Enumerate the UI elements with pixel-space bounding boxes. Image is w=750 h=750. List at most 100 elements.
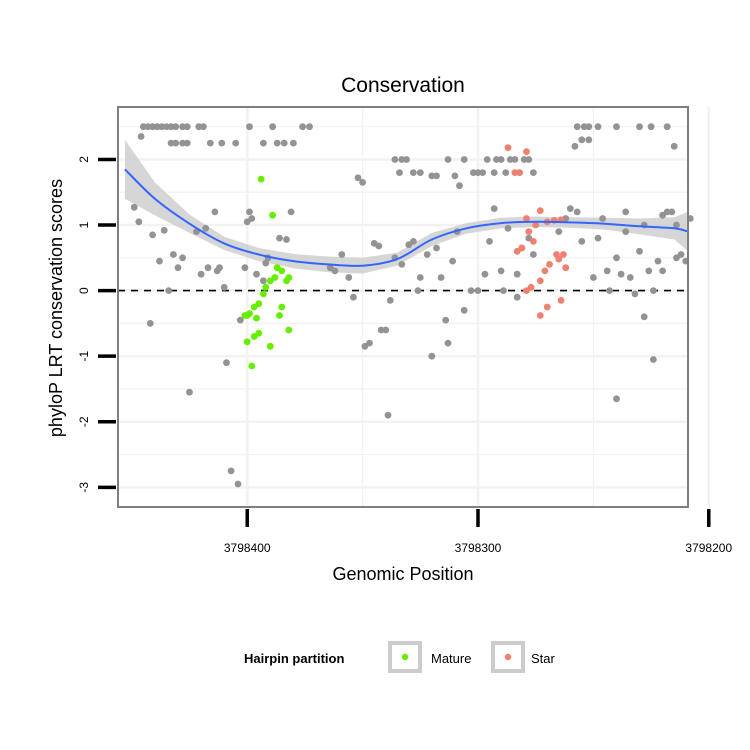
point-mature <box>285 326 293 334</box>
point-mature <box>266 277 274 285</box>
y-tick-label: 1 <box>77 221 91 228</box>
point-other <box>573 123 581 131</box>
point-other <box>647 123 655 131</box>
point-star <box>555 255 563 263</box>
point-other <box>391 156 399 163</box>
point-other <box>375 242 383 250</box>
point-other <box>410 238 417 245</box>
point-other <box>183 123 191 131</box>
point-other <box>146 320 154 327</box>
point-other <box>451 172 459 180</box>
point-other <box>437 274 445 281</box>
point-other <box>659 267 666 275</box>
point-other <box>200 123 207 131</box>
y-axis-title: phyloP LRT conservation scores <box>46 179 66 437</box>
point-mature <box>266 342 274 350</box>
point-star <box>562 264 570 272</box>
point-other <box>585 123 593 131</box>
point-other <box>158 123 166 131</box>
point-star <box>523 148 530 156</box>
data-points <box>130 123 694 488</box>
point-other <box>386 297 394 304</box>
point-other <box>467 287 475 294</box>
point-other <box>663 123 671 131</box>
point-other <box>398 261 406 268</box>
point-star <box>536 277 544 285</box>
point-other <box>398 156 406 163</box>
point-other <box>636 247 643 255</box>
point-star <box>504 144 512 152</box>
point-other <box>354 174 362 182</box>
point-other <box>613 123 620 131</box>
point-other <box>179 254 187 262</box>
point-other <box>444 339 452 347</box>
point-mature <box>250 333 258 340</box>
point-star <box>543 303 551 311</box>
smooth-line-layer <box>124 168 689 267</box>
point-other <box>137 133 145 140</box>
legend: Hairpin partition Mature Star <box>244 641 556 673</box>
point-star <box>523 215 530 222</box>
point-other <box>223 359 230 367</box>
point-other <box>555 228 563 236</box>
point-other <box>603 267 611 275</box>
point-other <box>416 169 424 177</box>
point-other <box>290 139 297 147</box>
point-other <box>220 283 228 291</box>
point-other <box>626 274 634 281</box>
point-other <box>530 169 537 177</box>
point-other <box>650 287 657 294</box>
point-other <box>460 306 468 314</box>
point-mature <box>262 283 270 291</box>
point-other <box>594 123 602 131</box>
point-other <box>262 259 270 267</box>
point-star <box>523 287 530 294</box>
point-other <box>594 234 602 242</box>
point-other <box>269 123 276 131</box>
point-other <box>673 254 680 262</box>
point-other <box>606 287 613 294</box>
point-other <box>174 264 182 272</box>
point-other <box>449 257 456 265</box>
point-other <box>525 156 533 163</box>
point-other <box>428 172 436 180</box>
point-other <box>403 156 410 163</box>
point-other <box>183 139 191 147</box>
point-other <box>631 290 639 298</box>
point-other <box>273 139 281 147</box>
plot-panel-border <box>117 106 689 508</box>
point-other <box>135 218 143 226</box>
legend-label-star: Star <box>531 651 556 666</box>
point-other <box>460 156 468 163</box>
point-other <box>359 179 366 186</box>
point-other <box>590 274 597 281</box>
point-other <box>345 274 353 281</box>
point-other <box>227 467 235 475</box>
y-tick-label: -1 <box>77 351 91 362</box>
point-star <box>532 221 540 229</box>
point-star <box>536 207 544 215</box>
point-mature <box>253 314 260 322</box>
legend-title: Hairpin partition <box>244 651 344 666</box>
point-other <box>578 238 586 245</box>
y-tick-label: 2 <box>77 156 91 163</box>
point-other <box>578 136 586 144</box>
point-other <box>260 139 267 147</box>
point-other <box>276 234 283 242</box>
point-other <box>218 139 226 147</box>
point-other <box>366 339 373 347</box>
point-other <box>673 221 680 229</box>
point-other <box>211 208 219 216</box>
x-axis-title: Genomic Position <box>332 564 473 584</box>
point-other <box>384 411 392 419</box>
point-other <box>622 208 630 216</box>
legend-marker-star <box>504 653 512 661</box>
smooth-line <box>124 168 689 267</box>
point-other <box>331 267 339 275</box>
point-other <box>246 123 253 131</box>
point-other <box>504 224 512 232</box>
point-other <box>170 251 177 258</box>
point-other <box>654 257 662 265</box>
point-other <box>511 156 519 163</box>
